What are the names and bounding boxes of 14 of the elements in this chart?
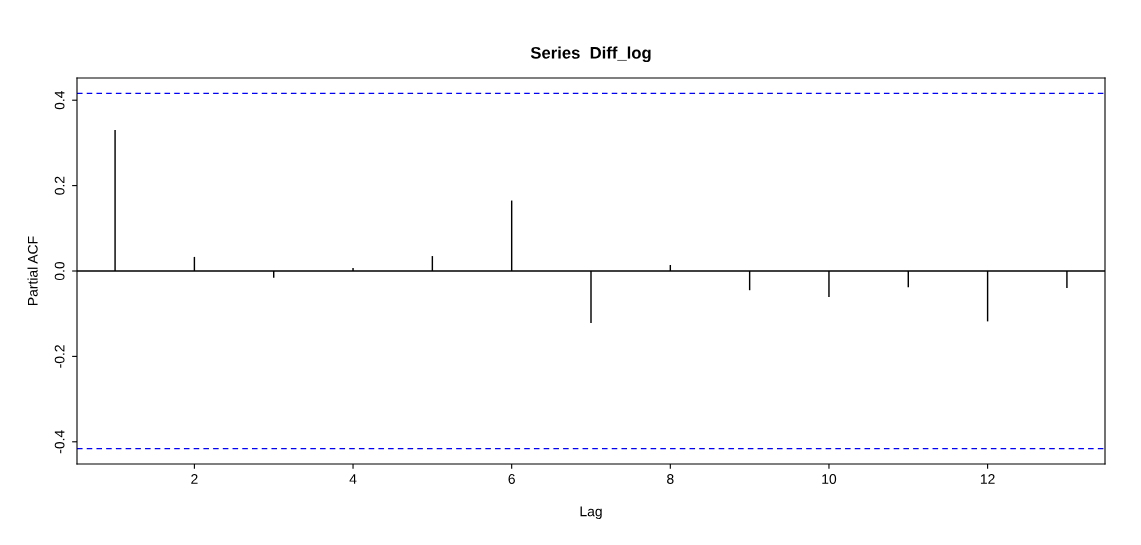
chart-title: Series Diff_log [530,46,651,63]
x-tick-label: 4 [349,474,357,484]
y-axis-title: Partial ACF [27,236,38,305]
y-tick-label: 0.0 [54,261,65,281]
y-tick-label: 0.2 [54,176,65,195]
x-tick-label: 6 [508,474,515,484]
y-tick-label: -0.2 [54,345,65,368]
x-tick-label: 8 [667,474,674,484]
x-tick-label: 12 [980,474,995,484]
y-tick-label: -0.4 [54,430,65,454]
x-axis-title: Lag [580,506,602,520]
x-tick-label: 10 [822,474,837,484]
y-tick-label: 0.4 [54,90,65,110]
x-tick-label: 2 [191,474,198,484]
